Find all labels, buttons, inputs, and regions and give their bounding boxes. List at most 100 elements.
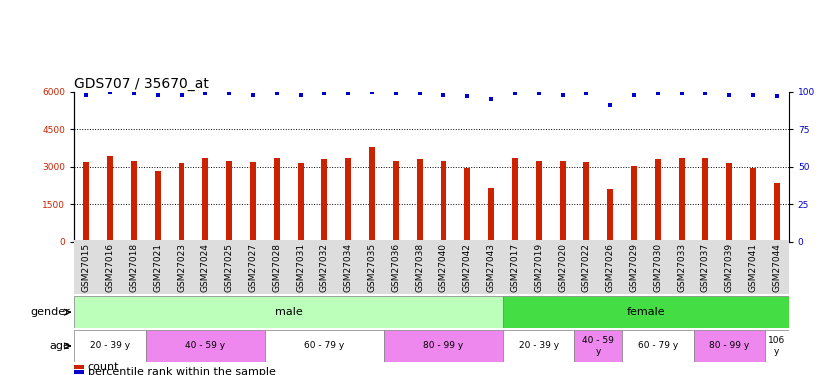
Point: [580, 90, 593, 96]
Text: GSM27031: GSM27031: [296, 243, 305, 292]
Bar: [74, 365, 84, 369]
Point: [175, 92, 188, 98]
Text: 60 - 79 y: 60 - 79 y: [304, 341, 344, 350]
Text: GSM27043: GSM27043: [487, 243, 496, 292]
Text: 20 - 39 y: 20 - 39 y: [519, 341, 559, 350]
Text: 20 - 39 y: 20 - 39 y: [90, 341, 131, 350]
Text: percentile rank within the sample: percentile rank within the sample: [88, 367, 275, 375]
Point: [461, 93, 474, 99]
Bar: [250, 162, 256, 242]
Bar: [202, 158, 208, 242]
Text: GSM27024: GSM27024: [201, 243, 210, 292]
Point: [413, 90, 426, 96]
Text: 40 - 59 y: 40 - 59 y: [185, 341, 225, 350]
Text: GSM27030: GSM27030: [653, 243, 662, 292]
Bar: [488, 188, 494, 242]
Text: GSM27023: GSM27023: [177, 243, 186, 292]
Point: [556, 92, 569, 98]
Point: [389, 90, 402, 96]
Text: GSM27015: GSM27015: [82, 243, 91, 292]
Text: GSM27038: GSM27038: [415, 243, 425, 292]
Text: 106
y: 106 y: [768, 336, 786, 356]
Text: GSM27022: GSM27022: [582, 243, 591, 292]
Bar: [774, 183, 780, 242]
Bar: [536, 160, 542, 242]
Point: [199, 90, 212, 96]
Text: GSM27040: GSM27040: [439, 243, 448, 292]
Text: GSM27039: GSM27039: [724, 243, 733, 292]
Text: GDS707 / 35670_at: GDS707 / 35670_at: [74, 77, 209, 91]
Text: 60 - 79 y: 60 - 79 y: [638, 341, 678, 350]
Point: [532, 90, 545, 96]
Bar: [321, 159, 327, 242]
Text: GSM27021: GSM27021: [153, 243, 162, 292]
Bar: [273, 158, 280, 242]
Bar: [694, 330, 765, 362]
Bar: [464, 168, 470, 242]
Bar: [622, 330, 694, 362]
Bar: [765, 330, 789, 362]
Bar: [74, 370, 84, 374]
Text: GSM27025: GSM27025: [225, 243, 234, 292]
Point: [103, 89, 116, 95]
Point: [508, 90, 521, 96]
Text: GSM27020: GSM27020: [558, 243, 567, 292]
Bar: [74, 330, 145, 362]
Text: GSM27035: GSM27035: [368, 243, 377, 292]
Bar: [726, 163, 733, 242]
Bar: [369, 147, 375, 242]
Text: GSM27028: GSM27028: [273, 243, 282, 292]
Bar: [607, 189, 613, 242]
Point: [222, 90, 235, 96]
Text: GSM27017: GSM27017: [510, 243, 520, 292]
Bar: [154, 171, 161, 242]
Text: GSM27026: GSM27026: [605, 243, 615, 292]
Bar: [297, 163, 304, 242]
Bar: [655, 159, 661, 242]
Point: [318, 90, 331, 96]
Bar: [345, 158, 351, 242]
Text: 80 - 99 y: 80 - 99 y: [710, 341, 749, 350]
Text: GSM27037: GSM27037: [701, 243, 710, 292]
Point: [747, 92, 760, 98]
Point: [675, 90, 688, 96]
Bar: [750, 168, 756, 242]
Bar: [512, 158, 518, 242]
Text: GSM27042: GSM27042: [463, 243, 472, 292]
Point: [771, 93, 784, 99]
Bar: [178, 163, 184, 242]
Point: [723, 92, 736, 98]
Point: [437, 92, 450, 98]
Bar: [503, 330, 574, 362]
Text: gender: gender: [31, 307, 70, 317]
Text: GSM27036: GSM27036: [392, 243, 401, 292]
Bar: [131, 160, 137, 242]
Text: 80 - 99 y: 80 - 99 y: [424, 341, 463, 350]
Bar: [583, 162, 590, 242]
Text: GSM27027: GSM27027: [249, 243, 258, 292]
Bar: [226, 160, 232, 242]
Point: [342, 90, 355, 96]
Point: [246, 92, 259, 98]
Point: [127, 90, 140, 96]
Text: 40 - 59
y: 40 - 59 y: [582, 336, 615, 356]
Bar: [702, 158, 709, 242]
Point: [651, 90, 664, 96]
Text: female: female: [627, 307, 665, 317]
Bar: [265, 330, 384, 362]
Point: [79, 92, 93, 98]
Point: [628, 92, 641, 98]
Bar: [145, 330, 265, 362]
Text: GSM27019: GSM27019: [534, 243, 544, 292]
Point: [365, 89, 378, 95]
Bar: [393, 160, 399, 242]
Text: GSM27018: GSM27018: [130, 243, 139, 292]
Bar: [384, 330, 503, 362]
Text: GSM27034: GSM27034: [344, 243, 353, 292]
Bar: [83, 162, 89, 242]
Text: GSM27029: GSM27029: [629, 243, 638, 292]
Bar: [575, 330, 622, 362]
Bar: [503, 296, 789, 328]
Text: GSM27041: GSM27041: [748, 243, 757, 292]
Point: [294, 92, 307, 98]
